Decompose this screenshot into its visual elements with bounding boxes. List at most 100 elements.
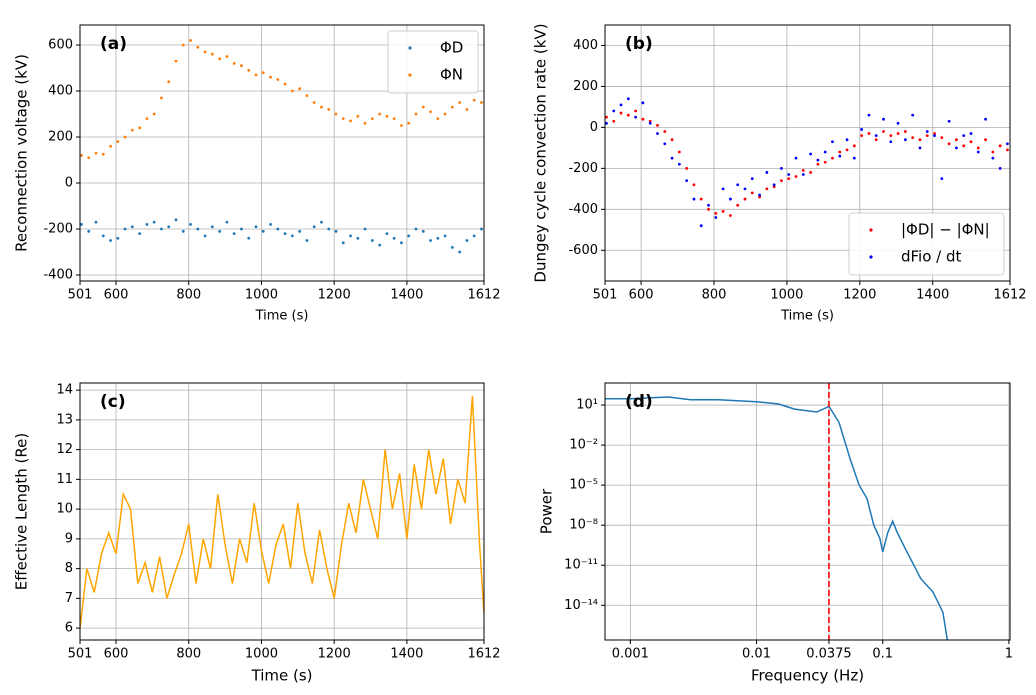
point (656, 123, 659, 127)
point (312, 225, 316, 229)
point (218, 229, 222, 233)
x-tick-label: 800 (176, 288, 201, 303)
point (933, 134, 936, 137)
point (443, 112, 447, 116)
point (736, 183, 740, 187)
point (225, 55, 229, 58)
point (116, 140, 120, 144)
point (612, 109, 616, 113)
point (911, 136, 915, 140)
point (925, 130, 929, 133)
legend-label: ΦD (440, 39, 463, 57)
y-tick-label: 200 (48, 130, 73, 145)
y-tick-label: 6 (65, 621, 73, 636)
x-tick-label: 0.1 (872, 647, 893, 662)
x-axis-label: Time (s) (780, 309, 834, 324)
y-tick-label: 200 (573, 79, 598, 94)
point (240, 227, 243, 231)
point (641, 101, 645, 105)
point (750, 177, 754, 181)
panel-label: (d) (625, 392, 653, 412)
point (254, 225, 258, 229)
panel-label: (c) (100, 392, 126, 412)
point (160, 227, 163, 231)
point (648, 121, 652, 125)
axes-frame (604, 24, 1011, 282)
plot-area (605, 97, 1009, 228)
point (174, 59, 178, 63)
x-tick-label: 1200 (318, 647, 351, 662)
point (232, 232, 236, 236)
point (867, 113, 871, 117)
panel-label: (b) (625, 34, 653, 54)
axes-frame (79, 24, 485, 282)
point (305, 239, 309, 242)
x-tick-label: 1 (1005, 647, 1013, 662)
point (838, 150, 842, 154)
y-tick-label: -200 (43, 222, 73, 237)
point (189, 223, 192, 226)
y-axis-label: Power (538, 488, 556, 534)
point (276, 78, 280, 81)
point (414, 227, 418, 231)
point (174, 218, 178, 222)
point (780, 166, 783, 170)
y-tick-label: 10⁻⁸ (569, 518, 598, 533)
point (465, 239, 469, 242)
point (109, 239, 112, 242)
point (334, 112, 338, 116)
legend-marker (869, 255, 873, 259)
point (101, 234, 105, 238)
point (663, 130, 667, 133)
point (298, 87, 302, 91)
point (619, 111, 623, 115)
x-tick-label: 501 (68, 288, 93, 303)
point (933, 132, 936, 135)
point (743, 187, 747, 191)
point (860, 128, 864, 131)
point (327, 227, 331, 231)
point (750, 191, 754, 195)
point (911, 113, 915, 117)
point (918, 138, 922, 142)
point (196, 227, 200, 231)
y-tick-label: 11 (56, 472, 73, 487)
point (823, 150, 827, 154)
point (823, 160, 827, 164)
point (130, 225, 134, 229)
point (480, 101, 483, 104)
point (130, 128, 134, 132)
point (400, 124, 403, 127)
x-tick-label: 600 (104, 288, 129, 303)
y-tick-label: 400 (573, 38, 598, 53)
point (80, 154, 83, 157)
y-tick-label: 10⁻¹⁴ (564, 598, 598, 613)
y-tick-label: -400 (568, 202, 598, 217)
x-tick-label: 1400 (390, 288, 423, 303)
point (794, 156, 798, 160)
point (290, 234, 294, 238)
point (626, 113, 630, 117)
legend-label: |ΦD| − |ΦN| (901, 221, 990, 239)
point (947, 119, 951, 123)
point (341, 241, 345, 245)
point (809, 171, 812, 174)
point (670, 138, 674, 142)
point (392, 236, 396, 240)
y-tick-label: 0 (590, 120, 598, 135)
point (816, 158, 820, 162)
point (458, 250, 462, 254)
point (685, 179, 689, 183)
y-tick-label: 10⁻¹¹ (564, 558, 598, 573)
point (138, 126, 142, 130)
point (203, 234, 207, 238)
point (634, 115, 638, 119)
point (378, 112, 382, 116)
point (984, 117, 987, 121)
point (210, 225, 214, 229)
point (341, 117, 345, 121)
legend-marker (408, 73, 412, 77)
x-tick-label: 1400 (916, 288, 949, 303)
x-tick-label: 800 (176, 647, 201, 662)
point (619, 103, 623, 107)
